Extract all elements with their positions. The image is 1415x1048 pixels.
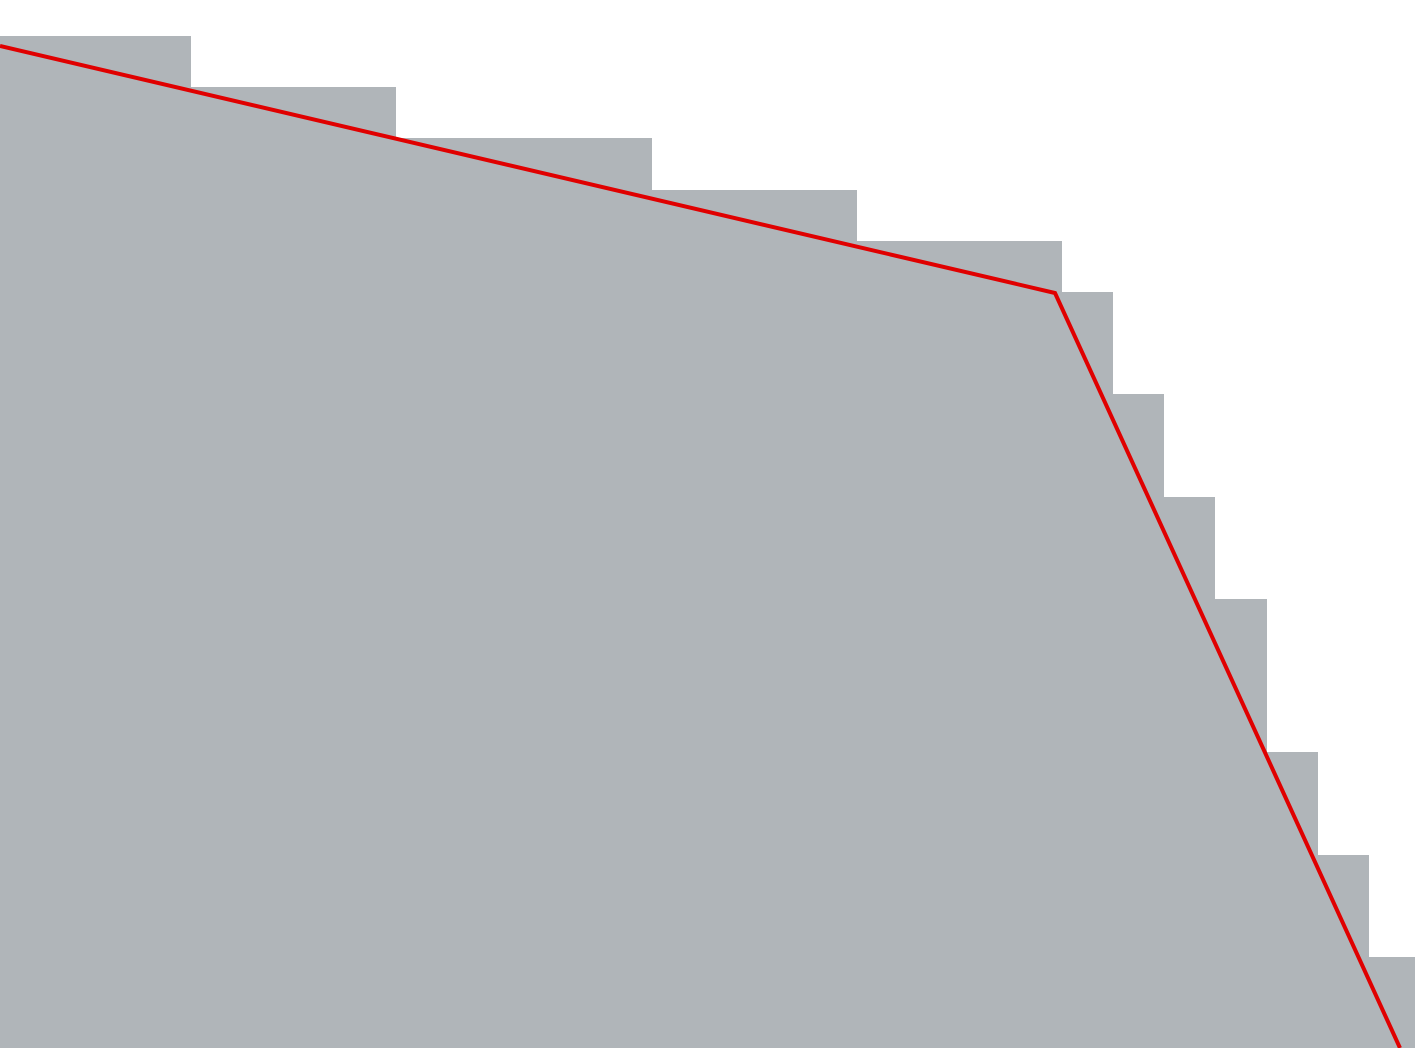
step-area-fill (0, 36, 1415, 1048)
step-area-group (0, 36, 1415, 1048)
trend-line-group (0, 44, 1402, 1048)
trend-line (0, 44, 1402, 1048)
